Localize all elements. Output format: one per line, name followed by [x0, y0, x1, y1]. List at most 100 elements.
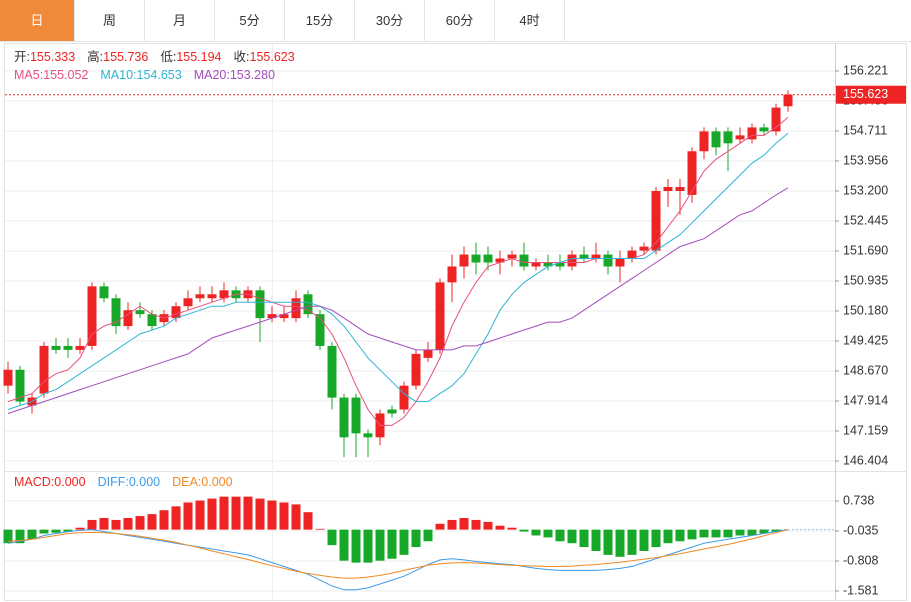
macd-bar [87, 519, 97, 530]
candle-body [759, 127, 769, 132]
macd-bar [699, 529, 709, 538]
candle-body [87, 286, 97, 346]
legend-name: MACD: [14, 475, 54, 489]
legend-value: 0.000 [129, 475, 160, 489]
macd-bar [483, 521, 493, 530]
legend-value: 155.623 [250, 50, 295, 64]
period-tab[interactable]: 15分 [285, 0, 355, 41]
macd-bar [663, 529, 673, 544]
macd-bar [735, 529, 745, 536]
candle-body [675, 187, 685, 191]
period-tab[interactable]: 30分 [355, 0, 425, 41]
y-tick-label: 154.711 [843, 123, 887, 137]
y-tick-label: -0.035 [843, 523, 878, 537]
candle-body [627, 250, 637, 259]
macd-bar [363, 529, 373, 563]
macd-bar [147, 514, 157, 530]
macd-bar [687, 529, 697, 540]
macd-bar [519, 529, 529, 532]
macd-line [7, 529, 789, 579]
macd-bar [243, 496, 253, 530]
macd-bar [639, 529, 649, 551]
macd-bar [375, 529, 385, 561]
macd-bar [459, 517, 469, 530]
candle-body [435, 282, 445, 350]
candle-body [651, 190, 661, 251]
legend: 开:155.333 高:155.736 低:155.194 收:155.623 [14, 49, 295, 64]
candle-body [771, 107, 781, 132]
macd-bar [615, 529, 625, 557]
macd-bar [255, 498, 265, 530]
legend-value: 155.194 [176, 50, 221, 64]
legend-name: 开: [14, 50, 30, 64]
candle-body [387, 409, 397, 414]
macd-bar [411, 529, 421, 548]
candle-body [339, 397, 349, 438]
macd-bar [447, 519, 457, 530]
macd-bar [123, 517, 133, 530]
candle-body [363, 433, 373, 438]
candle-body [171, 306, 181, 319]
y-tick-label: -0.808 [843, 553, 878, 567]
candle-body [639, 246, 649, 251]
candle-body [111, 298, 121, 327]
legend-value: 0.000 [54, 475, 85, 489]
macd-bar [351, 529, 361, 563]
macd-bar [651, 529, 661, 548]
macd-bar [423, 529, 433, 542]
candle-body [699, 131, 709, 152]
ma-line [7, 132, 789, 410]
macd-bar [387, 529, 397, 559]
candle-body [723, 131, 733, 144]
macd-bar [759, 529, 769, 534]
candle-body [663, 187, 673, 191]
y-tick-label: 151.690 [843, 243, 888, 257]
legend-name: 收: [234, 50, 250, 64]
candle-body [219, 290, 229, 299]
legend: MACD:0.000 DIFF:0.000 DEA:0.000 [14, 475, 233, 489]
macd-bar [471, 519, 481, 530]
candle-body [783, 94, 793, 107]
last-price-label: 155.623 [843, 87, 888, 101]
macd-bar [99, 517, 109, 530]
macd-bar [267, 500, 277, 530]
macd-bar [63, 529, 73, 532]
y-tick-label: 146.404 [843, 453, 888, 467]
macd-bar [171, 506, 181, 530]
macd-bar [51, 529, 61, 533]
period-tab[interactable]: 5分 [215, 0, 285, 41]
y-tick-label: 147.914 [843, 393, 888, 407]
macd-bar [591, 529, 601, 551]
macd-bar [771, 529, 781, 532]
macd-bar [399, 529, 409, 555]
candle-body [63, 345, 73, 350]
candle-body [459, 254, 469, 267]
candle-body [399, 385, 409, 410]
candle-body [615, 258, 625, 267]
legend-name: MA20: [194, 68, 230, 82]
macd-bar [111, 519, 121, 530]
candle-body [39, 345, 49, 394]
legend-value: 155.052 [43, 68, 88, 82]
period-tab[interactable]: 日 [0, 0, 75, 41]
macd-bar [3, 529, 13, 544]
y-tick-label: 150.180 [843, 303, 888, 317]
legend-value: 153.280 [230, 68, 275, 82]
macd-bar [567, 529, 577, 544]
macd-bar [747, 529, 757, 536]
candle-body [567, 254, 577, 267]
period-tab[interactable]: 4时 [495, 0, 565, 41]
period-tab[interactable]: 周 [75, 0, 145, 41]
macd-bar [135, 516, 145, 530]
candle-body [255, 290, 265, 319]
candle-body [447, 266, 457, 283]
y-tick-label: 150.935 [843, 273, 888, 287]
candle-body [471, 254, 481, 263]
period-tab[interactable]: 月 [145, 0, 215, 41]
period-tab[interactable]: 60分 [425, 0, 495, 41]
ma-line [7, 117, 789, 426]
y-tick-label: -1.581 [843, 583, 878, 597]
candle-body [543, 262, 553, 267]
